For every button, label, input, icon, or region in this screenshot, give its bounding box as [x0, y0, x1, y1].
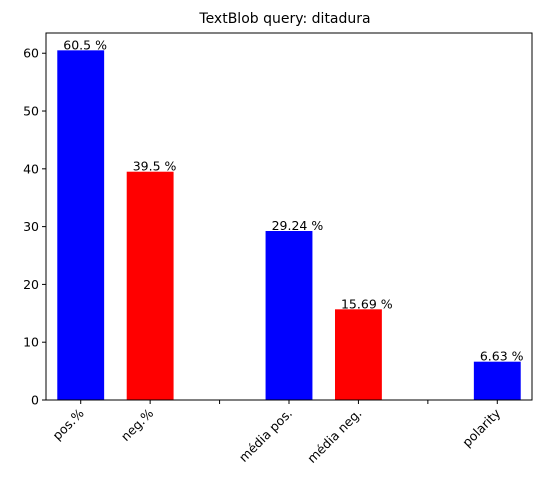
x-tick-label-2: média pos.: [236, 406, 295, 465]
bars-layer: [57, 50, 521, 400]
bar-0: [57, 50, 105, 400]
chart-title: TextBlob query: ditadura: [198, 11, 370, 27]
plot-frame: [45, 32, 533, 401]
bar-3: [334, 309, 382, 400]
y-tick-label-6: 60: [23, 46, 39, 61]
bar-2: [265, 231, 313, 400]
data-label-2: 29.24 %: [272, 218, 324, 233]
data-labels-layer: 60.5 % 39.5 % 29.24 % 15.69 % 6.63 %: [63, 37, 523, 363]
data-label-4: 6.63 %: [480, 349, 524, 364]
bar-4: [473, 361, 521, 400]
x-tick-label-1: neg.%: [118, 405, 157, 444]
x-tick-label-4: polarity: [459, 405, 504, 450]
x-axis: pos.% neg.% média pos. média neg. polarity: [49, 400, 504, 466]
data-label-1: 39.5 %: [133, 159, 177, 174]
y-tick-label-4: 40: [23, 161, 39, 176]
y-tick-label-2: 20: [23, 277, 39, 292]
y-tick-label-5: 50: [23, 104, 39, 119]
y-axis: 0 10 20 30 40 50 60: [23, 46, 46, 408]
data-label-3: 15.69 %: [341, 296, 393, 311]
y-tick-label-0: 0: [31, 393, 39, 408]
x-tick-label-3: média neg.: [304, 406, 364, 466]
y-tick-label-1: 10: [23, 335, 39, 350]
y-tick-label-3: 30: [23, 219, 39, 234]
bar-1: [126, 171, 174, 400]
x-tick-label-0: pos.%: [49, 405, 87, 443]
data-label-0: 60.5 %: [63, 37, 107, 52]
